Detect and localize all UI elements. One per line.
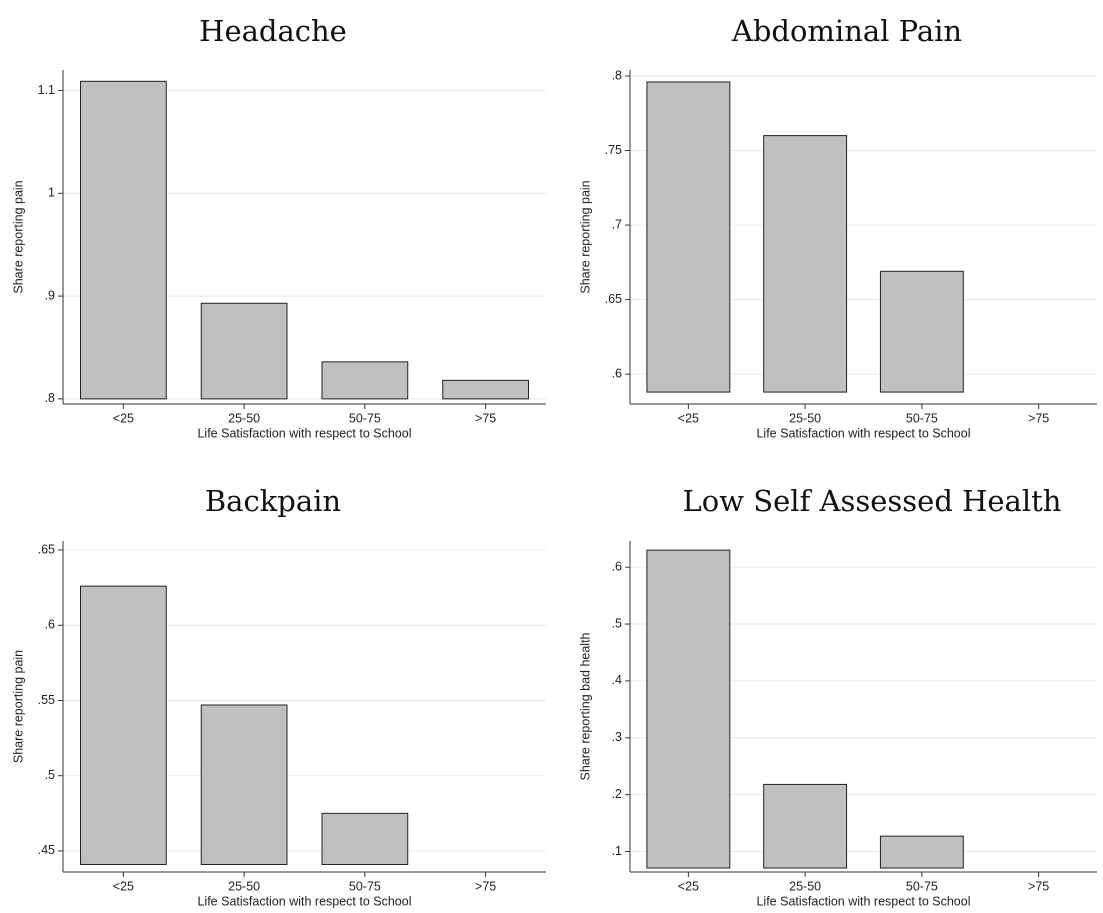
y-tick-label: .8 bbox=[612, 68, 622, 82]
y-axis-title: Share reporting pain bbox=[578, 180, 592, 293]
y-tick-label: .55 bbox=[38, 693, 55, 707]
y-tick-label: .6 bbox=[45, 618, 55, 632]
x-tick-label: <25 bbox=[678, 879, 699, 893]
bar-2 bbox=[200, 704, 288, 865]
x-tick-label: <25 bbox=[678, 411, 699, 425]
bar-1 bbox=[646, 81, 731, 393]
x-tick-label: 25-50 bbox=[789, 411, 821, 425]
x-tick-label: 25-50 bbox=[789, 879, 821, 893]
panel-title: Low Self Assessed Health bbox=[683, 484, 1062, 518]
y-tick-label: .2 bbox=[612, 787, 622, 801]
y-tick-label: .1 bbox=[612, 844, 622, 858]
y-axis-title: Share reporting pain bbox=[11, 180, 25, 293]
y-tick-label: .3 bbox=[612, 730, 622, 744]
x-tick-label: 50-75 bbox=[906, 879, 938, 893]
bar-1 bbox=[80, 80, 167, 400]
bar-2 bbox=[763, 135, 848, 393]
chart-panel-4: Low Self Assessed Health .1 .2 .3 .4 .5 .6 <25 2… bbox=[578, 484, 1097, 908]
chart-panel-1: Headache .8 .9 1 1.1 <25 25-50 50-75 >75 Life Sat… bbox=[11, 14, 546, 440]
x-tick-label: >75 bbox=[1028, 411, 1049, 425]
x-axis-title: Life Satisfaction with respect to School bbox=[197, 894, 411, 908]
x-tick-label: 25-50 bbox=[228, 879, 260, 893]
x-tick-label: 25-50 bbox=[228, 411, 260, 425]
bar-1 bbox=[80, 585, 167, 865]
y-tick-label: .7 bbox=[612, 217, 622, 231]
bar-3 bbox=[879, 835, 964, 869]
x-tick-label: >75 bbox=[475, 879, 496, 893]
x-axis-title: Life Satisfaction with respect to School bbox=[756, 894, 970, 908]
bar-3 bbox=[321, 361, 409, 400]
y-tick-label: 1 bbox=[48, 186, 55, 200]
y-tick-label: .6 bbox=[612, 559, 622, 573]
y-tick-label: .75 bbox=[605, 143, 622, 157]
x-tick-label: <25 bbox=[113, 411, 134, 425]
x-tick-label: >75 bbox=[1028, 879, 1049, 893]
x-tick-label: 50-75 bbox=[906, 411, 938, 425]
y-tick-label: .6 bbox=[612, 366, 622, 380]
x-tick-label: 50-75 bbox=[349, 411, 381, 425]
panel-title: Backpain bbox=[205, 484, 341, 518]
y-tick-label: .4 bbox=[612, 673, 622, 687]
y-tick-label: .45 bbox=[38, 843, 55, 857]
x-axis-title: Life Satisfaction with respect to School bbox=[756, 426, 970, 440]
bar-3 bbox=[321, 812, 409, 865]
x-tick-label: >75 bbox=[475, 411, 496, 425]
y-tick-label: 1.1 bbox=[38, 83, 55, 97]
bar-1 bbox=[646, 549, 731, 869]
chart-panel-3: Backpain .45 .5 .55 .6 .65 <25 25-50 50-75 >75 Lif… bbox=[11, 484, 546, 908]
y-tick-label: .5 bbox=[45, 768, 55, 782]
y-axis-title: Share reporting pain bbox=[11, 650, 25, 763]
bar-4 bbox=[442, 379, 529, 400]
x-axis-title: Life Satisfaction with respect to School bbox=[197, 426, 411, 440]
x-tick-label: <25 bbox=[113, 879, 134, 893]
y-tick-label: .9 bbox=[45, 288, 55, 302]
y-axis-title: Share reporting bad health bbox=[578, 632, 592, 780]
panel-title: Abdominal Pain bbox=[731, 14, 962, 48]
panel-title: Headache bbox=[199, 14, 347, 48]
y-tick-label: .65 bbox=[38, 542, 55, 556]
y-tick-label: .65 bbox=[605, 292, 622, 306]
bar-2 bbox=[200, 302, 288, 400]
bar-2 bbox=[763, 783, 848, 869]
x-tick-label: 50-75 bbox=[349, 879, 381, 893]
bar-3 bbox=[879, 270, 964, 393]
y-tick-label: .8 bbox=[45, 391, 55, 405]
chart-panel-2: Abdominal Pain .6 .65 .7 .75 .8 <25 25-50 50-75 >… bbox=[578, 14, 1097, 440]
y-tick-label: .5 bbox=[612, 616, 622, 630]
